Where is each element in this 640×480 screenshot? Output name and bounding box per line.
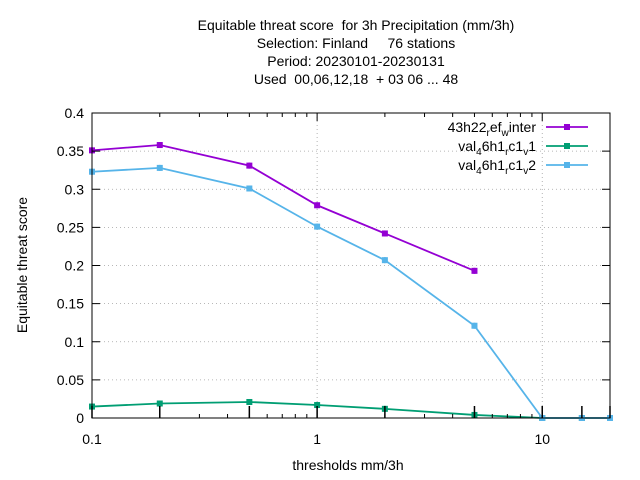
series-line-43h22_ref_winter xyxy=(91,144,475,272)
y-tick-label: 0.05 xyxy=(57,372,84,388)
data-point-marker xyxy=(246,398,253,405)
chart-title: Equitable threat score for 3h Precipitat… xyxy=(0,16,640,88)
data-point-marker xyxy=(471,267,478,274)
data-point-marker xyxy=(246,162,253,169)
x-axis-label: thresholds mm/3h xyxy=(292,457,404,473)
data-point-marker xyxy=(156,142,163,149)
data-point-marker xyxy=(156,400,163,407)
legend-label: val46h1rc1v2 xyxy=(458,157,536,177)
y-tick-label: 0.35 xyxy=(57,143,84,159)
series-layer xyxy=(89,142,613,421)
x-tick-label: 1 xyxy=(313,431,321,447)
legend-marker xyxy=(564,124,570,130)
axis-ticks: 0 0.05 0.1 0.15 0.2 0.25 0.3 0.35 0.4 0.1 1 10 xyxy=(57,105,611,447)
data-point-marker xyxy=(156,164,163,171)
title-line-3: Period: 20230101-20230131 xyxy=(267,53,445,69)
x-tick-label: 10 xyxy=(534,431,550,447)
legend-marker xyxy=(564,143,570,149)
title-line-1: Equitable threat score for 3h Precipitat… xyxy=(197,17,515,33)
legend-label: val46h1rc1v1 xyxy=(458,138,536,158)
data-point-marker xyxy=(314,223,321,230)
y-tick-label: 0 xyxy=(76,410,84,426)
title-line-4: Used 00,06,12,18 + 03 06 ... 48 xyxy=(253,71,459,87)
y-tick-label: 0.2 xyxy=(65,258,85,274)
grid-lines xyxy=(92,113,610,418)
legend-marker xyxy=(564,162,570,168)
title-line-2: Selection: Finland 76 stations xyxy=(256,35,456,51)
data-point-marker xyxy=(246,185,253,192)
series-line-val_46h1_rc1_v2 xyxy=(91,166,610,419)
data-point-marker xyxy=(471,322,478,329)
data-point-marker xyxy=(314,202,321,209)
data-point-marker xyxy=(381,257,388,264)
series-43h22_ref_winter xyxy=(89,142,478,274)
y-tick-label: 0.4 xyxy=(65,105,85,121)
data-point-marker xyxy=(314,402,321,409)
y-tick-label: 0.25 xyxy=(57,219,84,235)
data-point-marker xyxy=(381,230,388,237)
y-tick-label: 0.3 xyxy=(65,181,85,197)
x-tick-label: 0.1 xyxy=(82,431,102,447)
series-val_46h1_rc1_v2 xyxy=(89,164,613,421)
y-tick-label: 0.1 xyxy=(65,334,85,350)
legend-label: 43h22refwinter xyxy=(448,119,537,139)
y-tick-label: 0.15 xyxy=(57,296,84,312)
